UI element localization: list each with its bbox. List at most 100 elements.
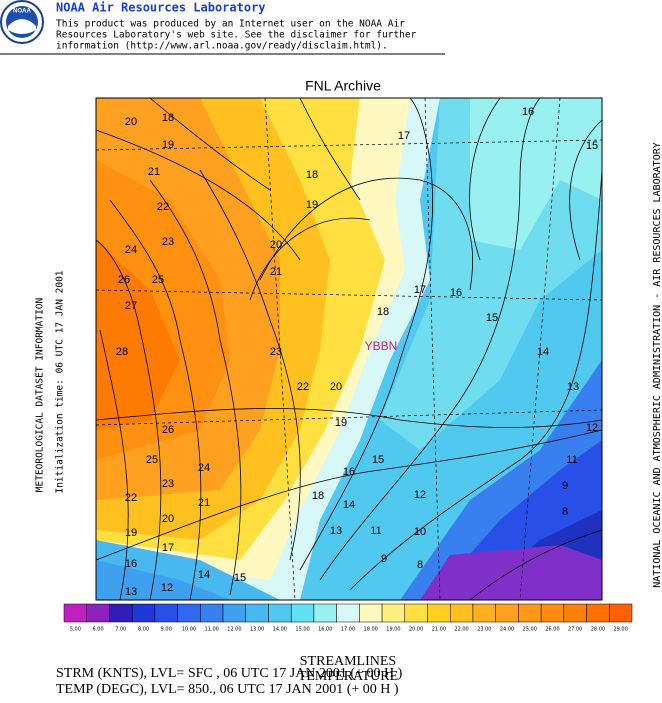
contour-label: 9 [381,553,387,565]
contour-label: 15 [486,312,498,324]
contour-label: 17 [414,284,426,296]
contour-label: 16 [522,106,534,118]
contour-label: 19 [162,139,174,151]
contour-label: 11 [566,454,577,466]
contour-label: 8 [562,506,568,518]
contour-label: 10 [414,526,426,538]
colorbar-swatch [381,603,406,623]
contour-label: 18 [377,306,389,318]
footer-line: STRM (KNTS), LVL= SFC , 06 UTC 17 JAN 20… [56,666,403,681]
colorbar-swatch [313,603,337,623]
contour-label: 21 [148,166,160,178]
contour-label: 19 [125,527,137,539]
contour-label: 15 [234,572,246,584]
contour-label: 20 [270,239,282,251]
colorbar-label: 7.00 [115,627,126,633]
colorbar-label: 18.00 [364,627,378,633]
logo-bird [8,19,36,34]
contour-label: 23 [162,478,174,490]
contour-label: 15 [586,140,598,152]
contour-label: 24 [125,244,137,256]
colorbar-swatch [86,603,110,623]
contour-label: 14 [537,346,549,358]
contour-label: 16 [125,558,137,570]
colorbar-swatch [268,603,292,623]
colorbar-swatch [336,603,360,623]
colorbar-swatch [63,603,87,623]
colorbar-label: 11.00 [205,627,219,633]
contour-label: 19 [335,417,347,429]
colorbar-label: 14.00 [273,627,287,633]
contour-label: 14 [198,569,210,581]
logo-text: NOAA [13,9,31,15]
contour-label: 17 [162,542,174,554]
disclaimer-line: information (http://www.arl.noaa.gov/rea… [56,41,388,52]
contour-label: 26 [118,274,130,286]
colorbar-label: 16.00 [318,627,332,633]
footer-line: STREAMLINES [300,654,396,669]
colorbar-swatch [245,603,269,623]
colorbar-label: 25.00 [523,627,537,633]
contour-label: 25 [146,454,158,466]
colorbar-label: 9.00 [161,627,172,633]
contour-label: 25 [152,274,164,286]
contour-label: 13 [125,586,137,598]
colorbar-label: 17.00 [341,627,355,633]
contour-label: 15 [372,454,384,466]
colorbar-label: 6.00 [93,627,104,633]
colorbar-label: 12.00 [227,627,241,633]
contour-label: 22 [125,492,137,504]
colorbar-label: 5.00 [70,627,81,633]
contour-label: 23 [162,236,174,248]
contour-label: 12 [586,422,598,434]
colorbar-label: 29.00 [613,627,627,633]
contour-label: 14 [343,499,355,511]
colorbar-label: 26.00 [545,627,559,633]
colorbar-label: 21.00 [432,627,446,633]
contour-label: 16 [343,466,355,478]
contour-label: 24 [198,462,210,474]
contour-label: 17 [398,130,410,142]
contour-label: 18 [312,490,324,502]
disclaimer-line: This product was produced by an Internet… [56,19,405,30]
contour-label: 23 [270,346,282,358]
station-label: YBBN [365,339,398,353]
map-title: FNL Archive [305,78,381,94]
contour-label: 26 [162,424,174,436]
contour-label: 21 [270,266,282,278]
contour-label: 20 [330,381,342,393]
grid-lines [95,97,603,601]
colorbar-swatch [449,603,474,623]
disclaimer-line: Resources Laboratory's web site. See the… [56,30,417,41]
contour-label: 18 [306,169,318,181]
colorbar-swatch [109,603,133,623]
colorbar-swatch [222,603,247,623]
contour-label: 20 [162,513,174,525]
contour-label: 28 [116,346,128,358]
side-label: Initialization time: 06 UTC 17 JAN 2001 [55,270,66,493]
side-label: NATIONAL OCEANIC AND ATMOSPHERIC ADMINIS… [652,142,662,588]
colorbar-swatch [563,603,587,623]
contour-label: 21 [198,497,210,509]
colorbar-swatch [472,603,496,623]
contour-label: 13 [330,525,342,537]
colorbar-label: 23.00 [477,627,491,633]
colorbar-label: 24.00 [500,627,514,633]
colorbar-swatch [359,603,383,623]
contour-label: 12 [414,489,426,501]
contour-label: 19 [306,199,318,211]
colorbar-label: 27.00 [568,627,582,633]
colorbar-swatch [290,603,315,623]
colorbar-swatch [609,603,633,623]
colorbar-label: 13.00 [250,627,264,633]
colorbar-swatch [131,603,156,623]
contour-label: 8 [417,559,423,571]
header-title: NOAA Air Resources Laboratory [56,1,266,15]
colorbar-label: 22.00 [454,627,468,633]
contour-label: 12 [161,582,173,594]
colorbar-swatch [154,603,178,623]
contour-label: 20 [125,116,137,128]
colorbar-label: 20.00 [409,627,423,633]
colorbar-swatch [518,603,542,623]
